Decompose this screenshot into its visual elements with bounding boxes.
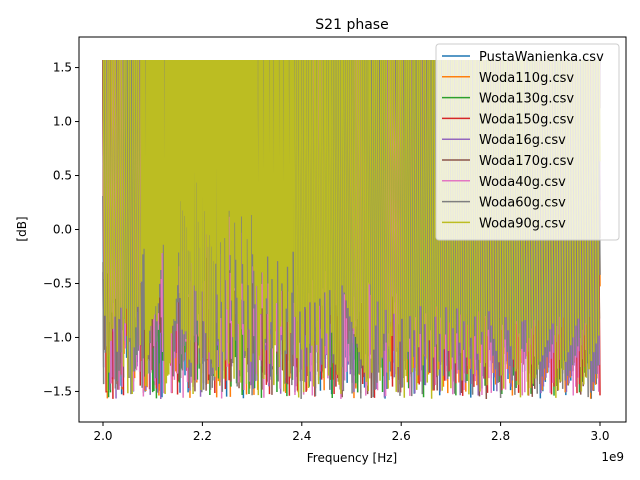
y-axis-label: [dB] (15, 216, 29, 241)
y-tick-label: −1.5 (43, 384, 72, 398)
x-tick-label: 2.0 (93, 429, 112, 443)
x-tick-label: 3.0 (590, 429, 609, 443)
legend-label: Woda16g.csv (479, 133, 566, 148)
y-tick-label: −1.0 (43, 330, 72, 344)
y-tick-label: 0.5 (53, 169, 72, 183)
y-tick-label: −0.5 (43, 276, 72, 290)
x-tick-label: 2.4 (292, 429, 311, 443)
y-tick-label: 1.0 (53, 115, 72, 129)
x-axis-ticks: 2.0 2.2 2.4 2.6 2.8 3.0 (93, 422, 610, 443)
x-tick-label: 2.6 (392, 429, 411, 443)
y-tick-label: 1.5 (53, 61, 72, 75)
legend-box (435, 43, 620, 241)
legend-label: PustaWanienka.csv (479, 50, 604, 65)
y-tick-label: 0.0 (53, 223, 72, 237)
y-axis-ticks: 1.5 1.0 0.5 0.0 −0.5 −1.0 −1.5 (43, 61, 79, 398)
legend-label: Woda90g.csv (479, 216, 566, 231)
x-tick-label: 2.8 (491, 429, 510, 443)
x-axis-label: Frequency [Hz] (307, 451, 398, 465)
x-axis-offset-label: 1e9 (601, 450, 624, 464)
legend-label: Woda110g.csv (479, 71, 574, 86)
legend: PustaWanienka.csv Woda110g.csv Woda130g.cs… (435, 43, 620, 241)
legend-label: Woda150g.csv (479, 112, 574, 127)
legend-label: Woda40g.csv (479, 175, 566, 190)
legend-label: Woda60g.csv (479, 196, 566, 211)
legend-label: Woda170g.csv (479, 154, 574, 169)
legend-label: Woda130g.csv (479, 92, 574, 107)
chart-title: S21 phase (315, 17, 388, 33)
x-tick-label: 2.2 (193, 429, 212, 443)
